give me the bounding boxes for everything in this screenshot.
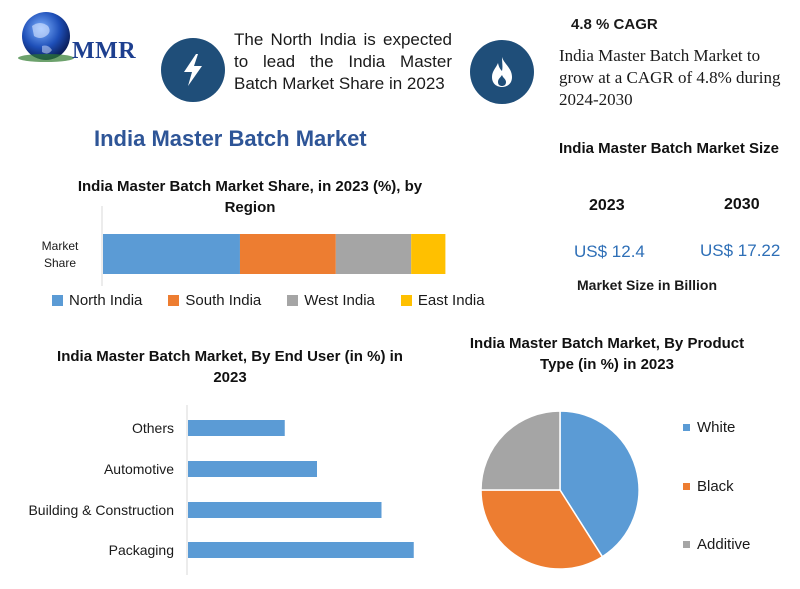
region-bar-east-india: [411, 234, 446, 274]
mmr-logo: [12, 8, 142, 70]
cagr-heading: 4.8 % CAGR: [571, 16, 658, 33]
end-user-bar-automotive: [188, 461, 317, 477]
legend-black: Black: [683, 478, 734, 495]
year-2023: 2023: [589, 197, 625, 214]
legend-north-india: North India: [52, 292, 142, 309]
end-user-chart: [186, 405, 414, 575]
region-bar-west-india: [335, 234, 412, 274]
globe-icon: [18, 12, 74, 62]
region-legend: North India South India West India East …: [52, 292, 485, 309]
end-user-label-automotive: Automotive: [103, 461, 174, 477]
lightning-icon: [161, 38, 225, 102]
region-bar-north-india: [103, 234, 240, 274]
end-user-label-packaging: Packaging: [108, 542, 174, 558]
legend-additive: Additive: [683, 536, 750, 553]
legend-swatch: [52, 295, 63, 306]
legend-swatch: [287, 295, 299, 306]
legend-swatch: [683, 541, 690, 548]
end-user-bar-others: [188, 420, 285, 436]
north-india-info: The North India is expected to lead the …: [234, 30, 452, 93]
market-size-unit: Market Size in Billion: [577, 277, 718, 293]
legend-south-india: South India: [168, 292, 261, 309]
legend-swatch: [683, 483, 690, 490]
legend-white: White: [683, 419, 735, 436]
region-share-chart: [101, 206, 446, 286]
year-2030: 2030: [724, 196, 760, 213]
end-user-label-others: Others: [131, 420, 174, 436]
end-user-bar-packaging: [188, 542, 414, 558]
pie-slice-additive: [480, 410, 561, 491]
legend-swatch: [400, 295, 412, 306]
pie-slice-black: [480, 489, 604, 570]
end-user-chart-title: India Master Batch Market, By End User (…: [57, 348, 403, 386]
cagr-info: India Master Batch Market to grow at a C…: [559, 46, 781, 109]
legend-swatch: [683, 424, 690, 431]
product-type-pie: [480, 410, 640, 570]
legend-swatch: [168, 295, 180, 306]
value-2023: US$ 12.4: [574, 242, 645, 261]
legend-east-india: East India: [400, 292, 485, 309]
value-2030: US$ 17.22: [700, 241, 781, 260]
market-size-title: India Master Batch Market Size: [558, 140, 780, 157]
end-user-label-building: Building & Construction: [28, 502, 174, 518]
product-type-chart-title: India Master Batch Market, By Product Ty…: [469, 335, 745, 373]
end-user-bar-building-construction: [188, 502, 382, 518]
flame-icon: [470, 40, 534, 104]
logo-text: MMR: [72, 38, 137, 64]
region-chart-title: India Master Batch Market Share, in 2023…: [77, 178, 423, 216]
main-title: India Master Batch Market: [94, 126, 367, 151]
region-category-label: Market Share: [41, 239, 79, 270]
legend-west-india: West India: [287, 292, 375, 309]
region-bar-south-india: [239, 234, 336, 274]
